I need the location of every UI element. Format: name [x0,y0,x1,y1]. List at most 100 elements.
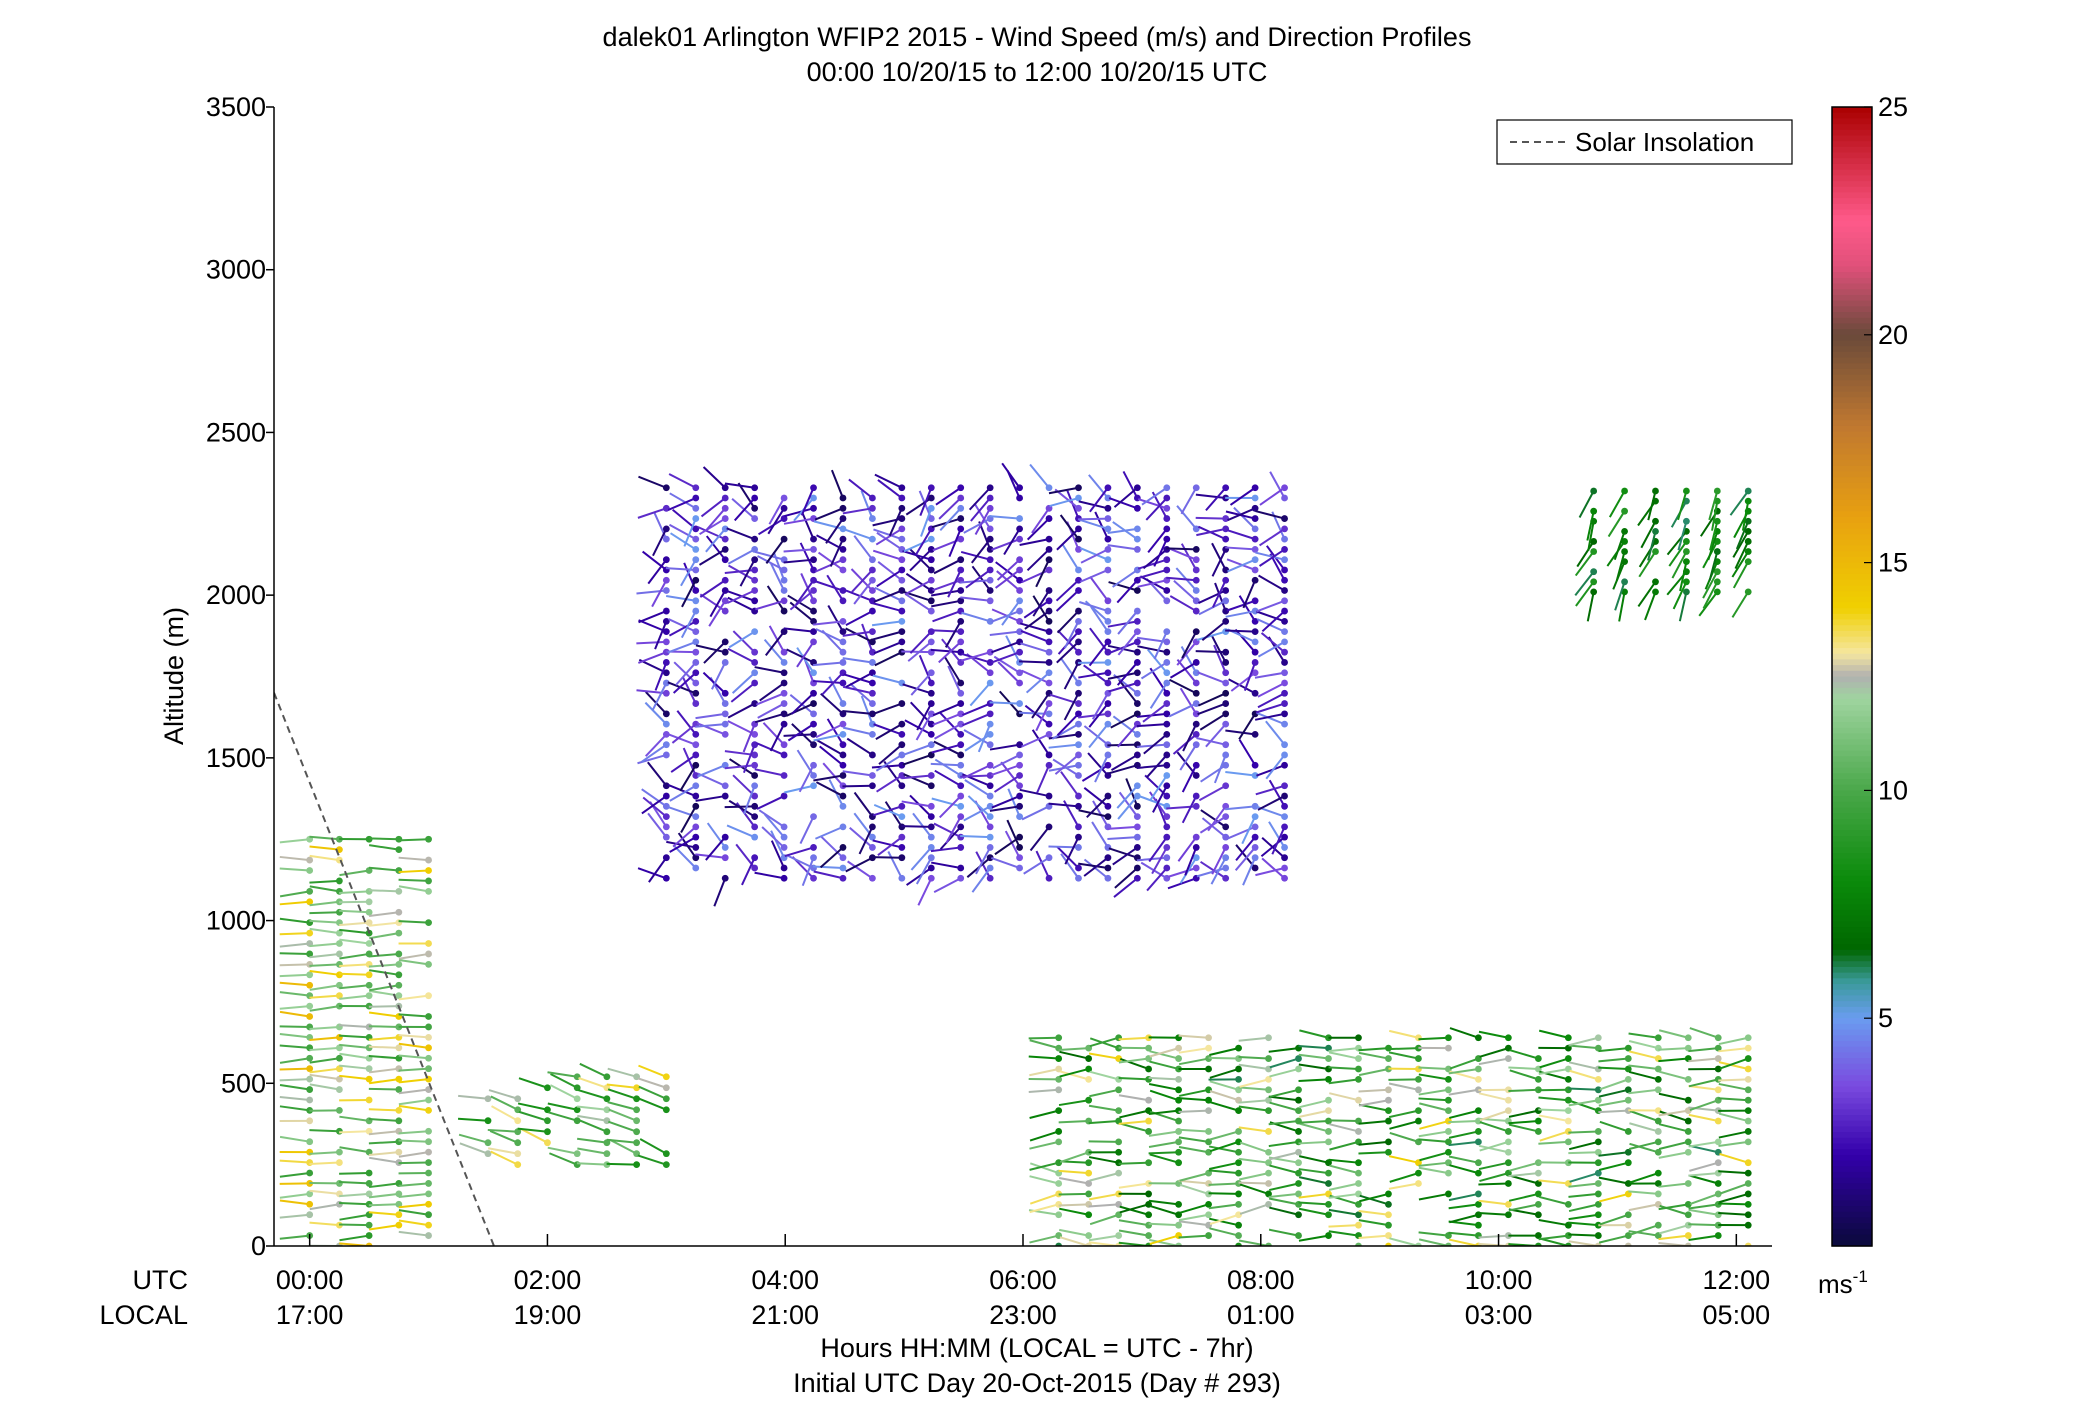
wind-barb-dot [1085,1065,1093,1073]
wind-barb-dot [869,679,876,687]
wind-barb-dot [1222,741,1230,749]
wind-barb-dot [1713,548,1721,555]
wind-barb-shaft [547,1146,578,1155]
wind-barb-shaft [1568,1233,1599,1237]
wind-barb-shaft [1418,1238,1449,1246]
wind-barb-shaft [609,1138,638,1155]
x-tick-label-utc: 04:00 [751,1265,819,1295]
wind-barb-shaft [1019,622,1050,633]
wind-barb-shaft [1051,723,1079,740]
wind-barb-shaft [1122,470,1139,499]
wind-barb-dot [1175,1148,1182,1156]
wind-barb-shaft [1238,1055,1269,1060]
wind-barb-dot [1594,1034,1602,1042]
wind-barb-shaft [961,652,991,664]
wind-barb-dot [1175,1138,1182,1146]
wind-barb-shaft [702,466,726,489]
wind-barb-dot [1045,720,1053,728]
wind-barb-dot [1744,1086,1752,1094]
wind-barb-dot [1085,1055,1093,1062]
wind-barb-dot [1295,1148,1302,1156]
wind-barb-shaft [368,911,399,917]
wind-barb-shaft [1169,661,1197,679]
colorbar-segment [1832,676,1872,683]
wind-barb-shaft [1568,1087,1599,1091]
wind-barb-dot [1590,578,1598,586]
wind-barb-dot [1621,588,1628,596]
wind-barb-dot [1445,1107,1452,1115]
wind-barb-shaft [1181,795,1198,824]
wind-barb-shaft [1176,658,1198,684]
wind-barb-dot [662,1095,670,1103]
wind-barb-shaft [490,1150,519,1166]
wind-barb-dot [839,751,847,759]
wind-barb-dot [839,679,847,687]
wind-barb-shaft [849,827,874,849]
wind-barb-dot [1045,679,1053,687]
wind-barb-dot [1016,556,1024,564]
wind-barb-shaft [1243,662,1257,691]
wind-barb-dot [1175,1221,1182,1229]
wind-barb-shaft [1118,1094,1149,1102]
wind-barb-shaft [728,564,756,582]
wind-barb-shaft [1151,846,1168,875]
wind-barb-shaft [768,625,785,653]
wind-barb-dot [957,741,965,749]
colorbar-segment [1832,1029,1872,1036]
wind-barb-shaft [637,867,667,880]
colorbar-segment [1832,944,1872,951]
wind-barb-shaft [1711,500,1719,531]
wind-barb-shaft [876,531,903,551]
wind-barb-dot [898,844,906,851]
wind-barb-dot [1504,1200,1512,1208]
wind-barb-dot [1714,1180,1722,1187]
wind-barb-shaft [1268,1192,1299,1198]
wind-barb-shaft [1056,641,1080,664]
wind-barb-dot [1085,1211,1093,1219]
wind-barb-dot [1281,751,1288,759]
wind-barb-dot [1594,1200,1602,1208]
wind-barb-dot [662,1150,670,1158]
wind-barb-dot [957,638,965,646]
wind-barb-dot [721,792,729,800]
wind-barb-dot [1222,864,1230,872]
wind-barb-dot [986,730,994,738]
wind-barb-dot [780,628,788,636]
wind-barb-dot [1104,761,1112,769]
wind-barb-dot [721,689,729,697]
wind-barb-dot [425,919,432,927]
wind-barb-shaft [1227,825,1256,840]
wind-barb-dot [1744,1034,1752,1042]
wind-barb-shaft [279,1095,310,1101]
wind-barb-shaft [1199,712,1227,731]
wind-barb-shaft [1107,671,1138,680]
wind-barb-shaft [1637,581,1657,608]
wind-barb-dot [751,576,759,584]
wind-barb-dot [986,833,994,841]
colorbar-segment [1832,835,1872,843]
wind-barb-shaft [1358,1047,1389,1052]
wind-barb-shaft [309,1067,340,1074]
wind-barb-dot [839,864,847,872]
wind-barb-dot [692,854,700,862]
wind-barb-dot [1265,1128,1272,1135]
wind-barb-shaft [938,497,962,520]
wind-barb-dot [1415,1180,1422,1187]
wind-barb-shaft [339,1130,370,1134]
wind-barb-shaft [1688,1057,1719,1063]
wind-barb-dot [1654,1221,1662,1229]
wind-barb-dot [1684,1200,1692,1208]
wind-barb-shaft [1719,1152,1749,1164]
wind-barb-shaft [1478,1212,1509,1216]
x-tick-label-utc: 00:00 [276,1265,344,1295]
wind-barb-dot [869,710,876,718]
wind-barb-dot [1192,556,1200,564]
wind-barb-shaft [309,1161,340,1166]
wind-barb-dot [306,950,314,958]
wind-barb-dot [839,844,847,851]
wind-barb-shaft [1089,627,1109,653]
wind-barb-dot [1075,710,1082,718]
wind-barb-shaft [711,662,727,690]
colorbar-segment [1832,932,1872,940]
wind-barb-dot [603,1117,611,1125]
